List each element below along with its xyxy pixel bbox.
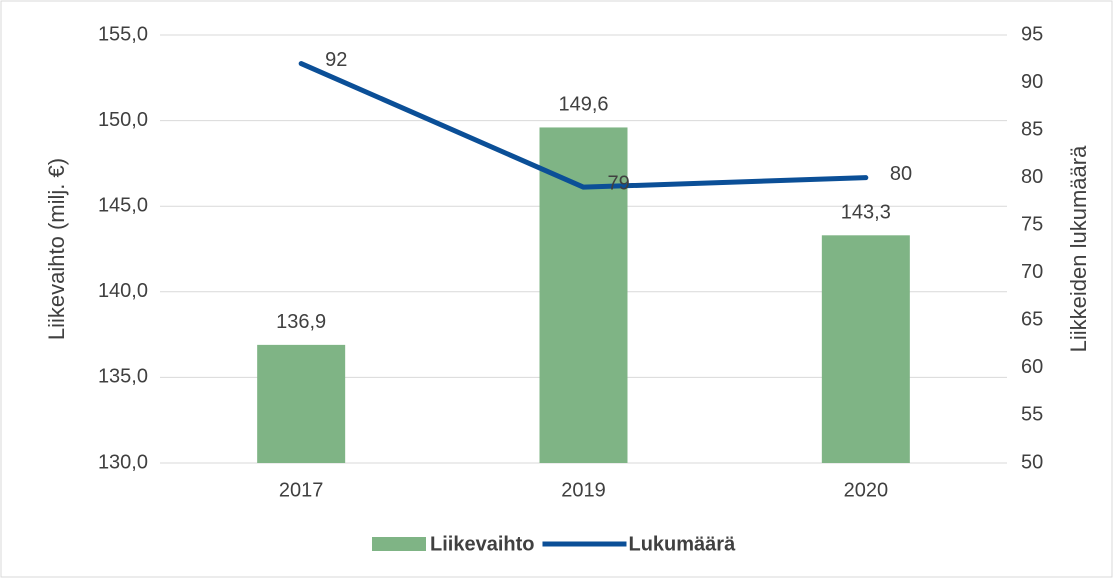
bar: [821, 235, 910, 463]
y-tick-label: 145,0: [98, 194, 148, 216]
y2-tick-label: 50: [1021, 451, 1043, 473]
y2-axis-title: Liikkeiden lukumäärä: [1066, 145, 1091, 352]
bar-value-label: 143,3: [841, 202, 891, 224]
y2-tick-label: 60: [1021, 356, 1043, 378]
y2-tick-label: 80: [1021, 166, 1043, 188]
legend-label: Lukumäärä: [628, 533, 736, 555]
bar-value-label: 149,6: [558, 94, 608, 116]
y2-tick-label: 70: [1021, 261, 1043, 283]
x-tick-label: 2020: [844, 479, 889, 501]
bar-value-label: 136,9: [276, 311, 326, 333]
line-value-label: 80: [890, 163, 912, 185]
y2-tick-label: 75: [1021, 214, 1043, 236]
line-value-label: 79: [608, 172, 630, 194]
y2-tick-label: 95: [1021, 23, 1043, 45]
y-tick-label: 150,0: [98, 109, 148, 131]
y-tick-label: 140,0: [98, 280, 148, 302]
y-axis-title: Liikevaihto (milj. €): [44, 158, 69, 340]
y-tick-label: 155,0: [98, 23, 148, 45]
x-tick-label: 2017: [279, 479, 324, 501]
legend-label: Liikevaihto: [430, 533, 534, 555]
y2-tick-label: 65: [1021, 309, 1043, 331]
x-tick-label: 2019: [561, 479, 606, 501]
line: [298, 61, 869, 190]
y2-tick-label: 90: [1021, 71, 1043, 93]
y2-tick-label: 85: [1021, 118, 1043, 140]
y-tick-label: 130,0: [98, 451, 148, 473]
y-tick-label: 135,0: [98, 366, 148, 388]
bar: [539, 127, 628, 463]
y2-tick-label: 55: [1021, 404, 1043, 426]
bar: [257, 344, 346, 463]
line-value-label: 92: [325, 49, 347, 71]
legend-swatch: [372, 537, 426, 551]
